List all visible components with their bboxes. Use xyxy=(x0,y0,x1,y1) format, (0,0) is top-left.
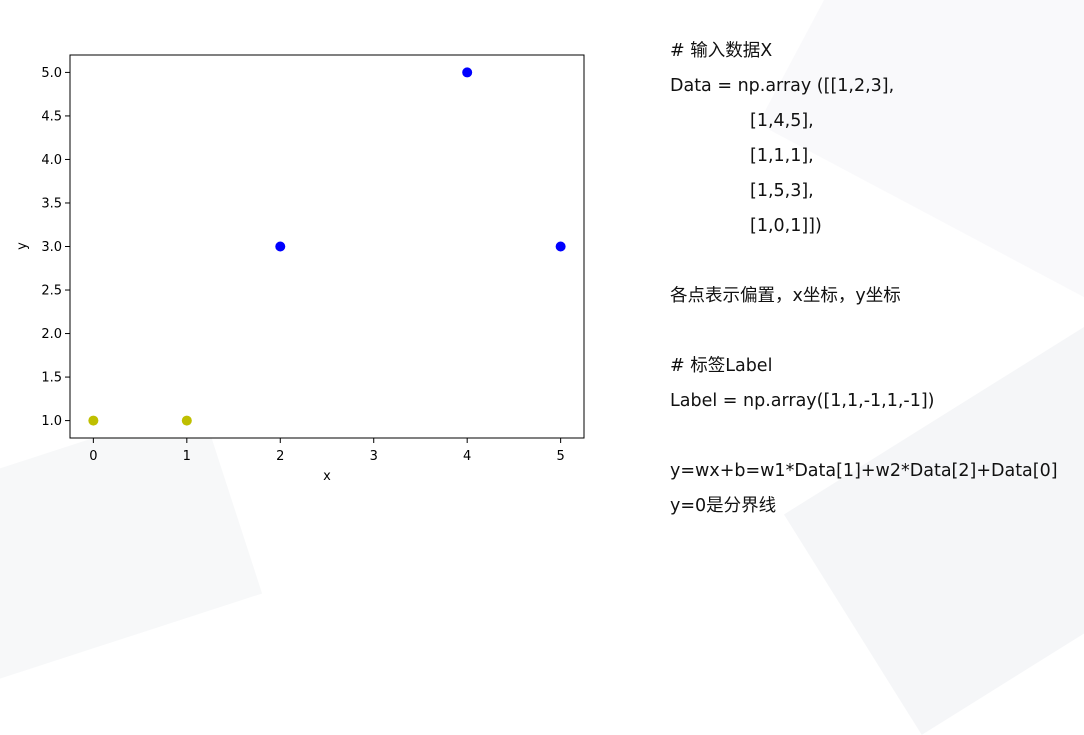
data-point xyxy=(555,241,566,252)
comment-label: # 标签Label xyxy=(670,356,773,376)
code-panel: # 输入数据X Data = np.array ([[1,2,3], [1,4,… xyxy=(670,34,1080,524)
data-array-line: Data = np.array ([[1,2,3], xyxy=(670,76,895,96)
data-point xyxy=(181,415,192,426)
y-tick-label: 2.0 xyxy=(41,327,62,342)
y-tick-label: 4.5 xyxy=(41,109,62,124)
x-tick-label: 0 xyxy=(89,449,97,464)
data-array-row: [1,1,1], xyxy=(750,146,814,166)
y-tick-label: 4.0 xyxy=(41,153,62,168)
data-array-row: [1,4,5], xyxy=(750,111,814,131)
y-tick-label: 1.5 xyxy=(41,371,62,386)
y-axis: 1.0 1.5 2.0 2.5 3.0 3.5 4.0 4.5 5.0 xyxy=(41,66,70,429)
x-tick-label: 5 xyxy=(556,449,564,464)
data-point xyxy=(462,67,473,78)
data-points xyxy=(88,67,566,426)
label-array-line: Label = np.array([1,1,-1,1,-1]) xyxy=(670,391,935,411)
data-point xyxy=(88,415,99,426)
x-tick-label: 4 xyxy=(463,449,471,464)
plot-frame xyxy=(69,54,585,439)
comment-input-data: # 输入数据X xyxy=(670,41,773,61)
y-tick-label: 5.0 xyxy=(41,66,62,81)
equation-text: y=wx+b=w1*Data[1]+w2*Data[2]+Data[0] xyxy=(670,461,1058,481)
x-axis-title: x xyxy=(323,469,331,484)
y-tick-label: 3.0 xyxy=(41,240,62,255)
y-tick-label: 2.5 xyxy=(41,284,62,299)
x-tick-label: 3 xyxy=(370,449,378,464)
x-tick-label: 1 xyxy=(183,449,191,464)
data-point xyxy=(275,241,286,252)
data-array-row: [1,0,1]]) xyxy=(750,216,822,236)
y-tick-label: 1.0 xyxy=(41,414,62,429)
data-array-row: [1,5,3], xyxy=(750,181,814,201)
description-text: 各点表示偏置，x坐标，y坐标 xyxy=(670,286,901,306)
y-axis-title: y xyxy=(15,242,30,250)
x-axis: 0 1 2 3 4 5 xyxy=(89,438,565,464)
scatter-chart: 0 1 2 3 4 5 1.0 1.5 2.0 2.5 3.0 3.5 4.0 4.5 5.0 x y xyxy=(15,54,585,484)
x-tick-label: 2 xyxy=(276,449,284,464)
boundary-text: y=0是分界线 xyxy=(670,496,777,516)
y-tick-label: 3.5 xyxy=(41,196,62,211)
